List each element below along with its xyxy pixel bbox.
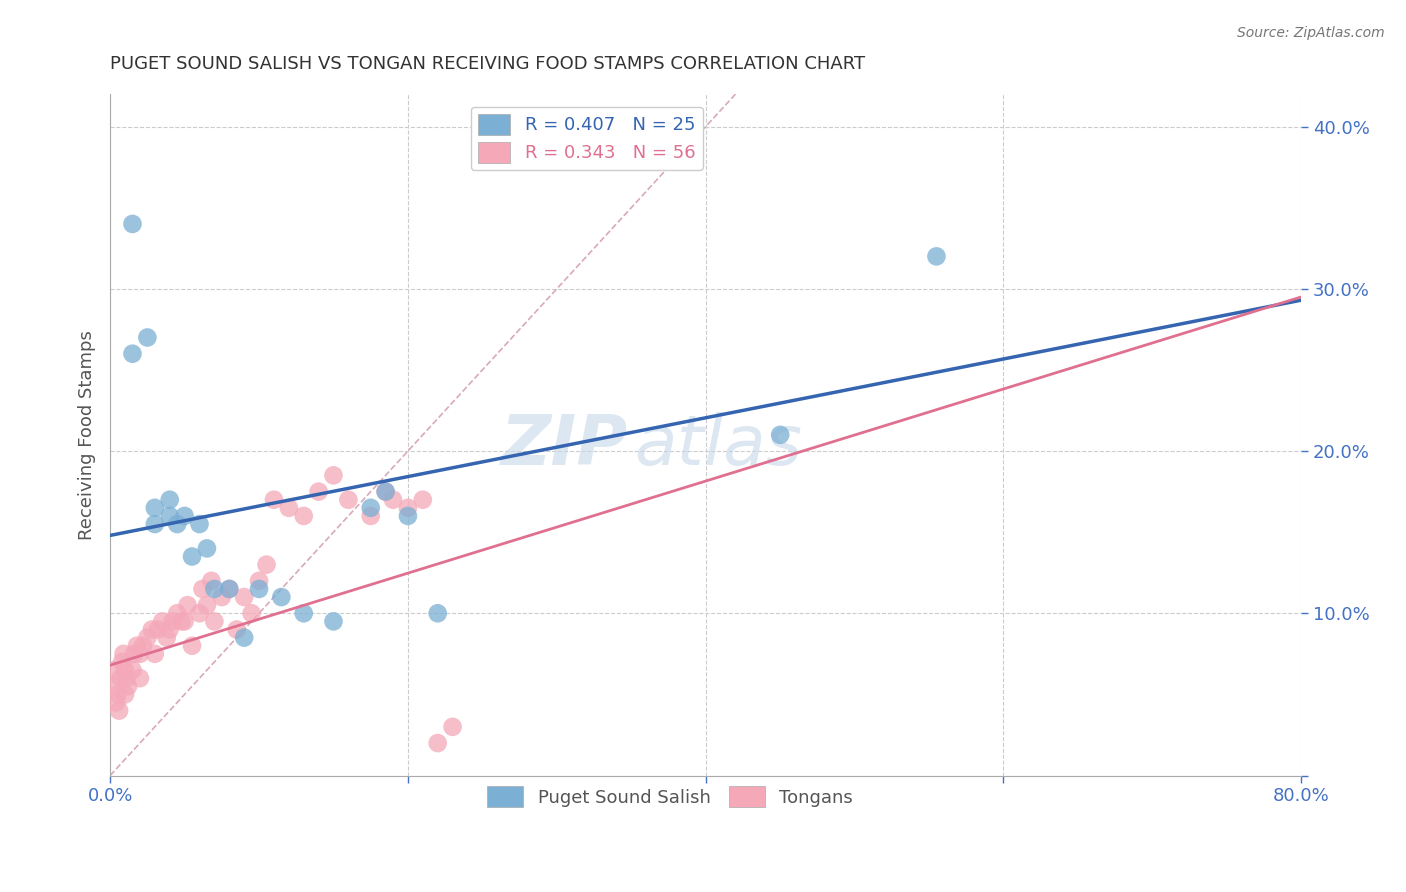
Point [150,615,173,629]
Point [112,647,135,661]
Point [159,492,181,507]
Point [191,582,214,596]
Point [170,615,193,629]
Y-axis label: Receiving Food Stamps: Receiving Food Stamps [79,330,96,540]
Point [202,615,225,629]
Point [166,607,188,621]
Point [173,615,195,629]
Point [233,590,256,604]
Point [111,655,134,669]
Point [292,607,315,621]
Point [108,704,131,718]
Point [176,598,198,612]
Point [141,623,163,637]
Point [110,671,132,685]
Point [104,663,127,677]
Point [136,631,159,645]
Point [121,217,143,231]
Point [188,517,211,532]
Point [396,508,419,523]
Point [114,663,136,677]
Point [129,671,152,685]
Point [218,582,240,596]
Text: ZIP: ZIP [501,411,628,478]
Point [441,720,464,734]
Point [101,679,124,693]
Point [322,615,344,629]
Point [225,623,247,637]
Point [412,492,434,507]
Point [105,696,128,710]
Point [233,631,256,645]
Point [308,484,330,499]
Point [188,607,211,621]
Point [143,647,166,661]
Point [121,663,143,677]
Point [277,500,299,515]
Point [162,615,184,629]
Point [426,736,449,750]
Point [925,249,948,263]
Point [156,631,179,645]
Point [360,500,382,515]
Point [117,679,139,693]
Point [240,607,263,621]
Point [769,427,792,442]
Point [114,687,136,701]
Point [143,500,166,515]
Point [132,639,155,653]
Point [426,607,449,621]
Point [181,549,204,564]
Point [136,330,159,344]
Point [247,574,270,588]
Point [270,590,292,604]
Point [143,517,166,532]
Point [374,484,396,499]
Point [107,687,129,701]
Point [256,558,278,572]
Point [218,582,240,596]
Point [173,508,195,523]
Point [200,574,222,588]
Point [115,671,138,685]
Point [292,508,315,523]
Point [129,647,152,661]
Point [374,484,396,499]
Legend: Puget Sound Salish, Tongans: Puget Sound Salish, Tongans [479,779,860,814]
Point [382,492,405,507]
Point [166,517,188,532]
Point [337,492,360,507]
Point [247,582,270,596]
Point [181,639,204,653]
Point [396,500,419,515]
Text: PUGET SOUND SALISH VS TONGAN RECEIVING FOOD STAMPS CORRELATION CHART: PUGET SOUND SALISH VS TONGAN RECEIVING F… [110,55,865,73]
Point [360,508,382,523]
Point [211,590,233,604]
Text: atlas: atlas [634,411,803,478]
Point [146,623,169,637]
Point [159,623,181,637]
Point [121,347,143,361]
Point [159,508,181,523]
Point [195,598,218,612]
Point [195,541,218,556]
Point [263,492,285,507]
Point [122,647,145,661]
Point [322,468,344,483]
Point [202,582,225,596]
Point [125,639,148,653]
Text: Source: ZipAtlas.com: Source: ZipAtlas.com [1237,26,1385,40]
